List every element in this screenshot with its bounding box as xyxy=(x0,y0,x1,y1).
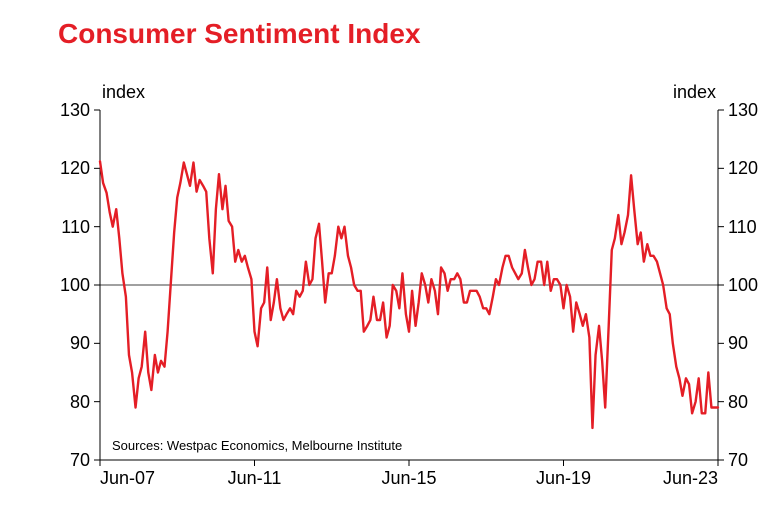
y-tick-left: 70 xyxy=(70,450,90,471)
y-tick-left: 90 xyxy=(70,333,90,354)
y-tick-right: 100 xyxy=(728,275,758,296)
x-tick: Jun-11 xyxy=(228,468,282,489)
y-tick-right: 130 xyxy=(728,100,758,121)
y-tick-left: 120 xyxy=(60,158,90,179)
y-tick-right: 110 xyxy=(728,217,757,238)
y-tick-right: 90 xyxy=(728,333,748,354)
x-tick: Jun-19 xyxy=(536,468,591,489)
x-tick: Jun-23 xyxy=(663,468,718,489)
y-tick-right: 80 xyxy=(728,392,748,413)
y-tick-left: 80 xyxy=(70,392,90,413)
y-tick-right: 120 xyxy=(728,158,758,179)
x-tick: Jun-07 xyxy=(100,468,155,489)
x-tick: Jun-15 xyxy=(381,468,436,489)
y-tick-right: 70 xyxy=(728,450,748,471)
source-note: Sources: Westpac Economics, Melbourne In… xyxy=(112,438,402,453)
y-tick-left: 110 xyxy=(61,217,90,238)
y-tick-left: 130 xyxy=(60,100,90,121)
y-tick-left: 100 xyxy=(60,275,90,296)
chart-container: Consumer Sentiment Index index index Sou… xyxy=(0,0,774,532)
